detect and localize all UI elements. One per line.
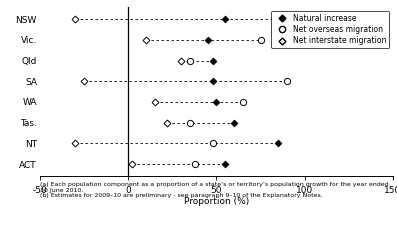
X-axis label: Proportion (%): Proportion (%) [184,197,249,206]
Text: (a) Each population component as a proportion of a state’s or territory’s popula: (a) Each population component as a propo… [40,182,388,198]
Legend: Natural increase, Net overseas migration, Net interstate migration: Natural increase, Net overseas migration… [272,11,389,48]
